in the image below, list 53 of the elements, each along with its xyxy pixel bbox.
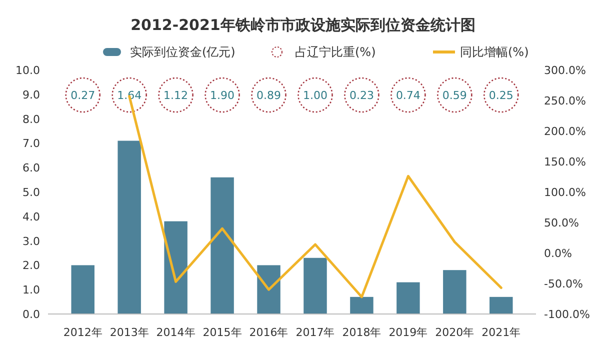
data-label: 1.90 bbox=[210, 89, 235, 102]
y2-tick-label: 50.0% bbox=[544, 216, 579, 230]
data-label: 1.00 bbox=[302, 89, 328, 102]
x-tick-label: 2012年 bbox=[63, 326, 102, 339]
y-tick-label: 9.0 bbox=[22, 88, 40, 102]
y2-tick-label: 0.0% bbox=[544, 247, 572, 260]
y-tick-label: 8.0 bbox=[22, 112, 40, 126]
bar bbox=[164, 221, 188, 314]
data-label: 0.74 bbox=[396, 89, 420, 102]
y2-tick-label: 200.0% bbox=[544, 125, 586, 138]
bar bbox=[396, 282, 420, 314]
y-tick-label: 0.0 bbox=[22, 308, 40, 321]
data-label: 0.27 bbox=[70, 89, 96, 102]
y-tick-label: 2.0 bbox=[22, 259, 40, 272]
y-tick-label: 7.0 bbox=[22, 137, 40, 150]
y2-tick-label: 150.0% bbox=[544, 156, 586, 168]
y2-tick-label: 100.0% bbox=[544, 186, 586, 199]
x-tick-label: 2020年 bbox=[435, 326, 474, 339]
y-tick-label: 4.0 bbox=[22, 210, 40, 224]
bar bbox=[71, 265, 94, 314]
data-label: 0.59 bbox=[442, 89, 467, 102]
x-tick-label: 2016年 bbox=[249, 326, 288, 339]
bar bbox=[443, 270, 466, 314]
chart-title: 2012-2021年铁岭市市政设施实际到位资金统计图 bbox=[130, 16, 476, 34]
x-tick-label: 2015年 bbox=[202, 326, 242, 339]
legend-label: 实际到位资金(亿元) bbox=[130, 45, 236, 59]
x-tick-label: 2017年 bbox=[296, 326, 335, 339]
legend-label: 占辽宁比重(%) bbox=[295, 45, 376, 59]
x-tick-label: 2021年 bbox=[482, 326, 521, 339]
bar bbox=[210, 177, 234, 314]
y-tick-label: 3.0 bbox=[22, 234, 40, 248]
data-label: 0.23 bbox=[349, 89, 374, 102]
y2-tick-label: 250.0% bbox=[544, 94, 586, 108]
legend-label: 同比增幅(%) bbox=[460, 45, 529, 59]
x-tick-label: 2013年 bbox=[110, 326, 149, 339]
bar bbox=[304, 258, 327, 314]
y2-tick-label: -50.0% bbox=[544, 278, 583, 290]
x-tick-label: 2014年 bbox=[156, 326, 196, 339]
data-label: 0.89 bbox=[256, 89, 282, 102]
y-tick-label: 6.0 bbox=[22, 162, 40, 175]
x-tick-label: 2018年 bbox=[342, 326, 382, 339]
bar bbox=[118, 140, 141, 314]
y-tick-label: 5.0 bbox=[22, 186, 40, 199]
bar bbox=[490, 296, 513, 314]
y-tick-label: 1.0 bbox=[22, 284, 40, 297]
data-label: 0.25 bbox=[488, 89, 514, 102]
y2-tick-label: -100.0% bbox=[544, 308, 590, 321]
data-label: 1.12 bbox=[164, 89, 188, 102]
bar bbox=[257, 265, 280, 314]
x-tick-label: 2019年 bbox=[388, 326, 428, 339]
y2-tick-label: 300.0% bbox=[544, 64, 586, 77]
bar bbox=[350, 296, 374, 314]
y-tick-label: 10.0 bbox=[16, 64, 40, 77]
